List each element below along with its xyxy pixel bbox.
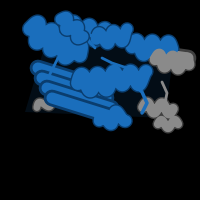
Polygon shape bbox=[25, 42, 175, 118]
